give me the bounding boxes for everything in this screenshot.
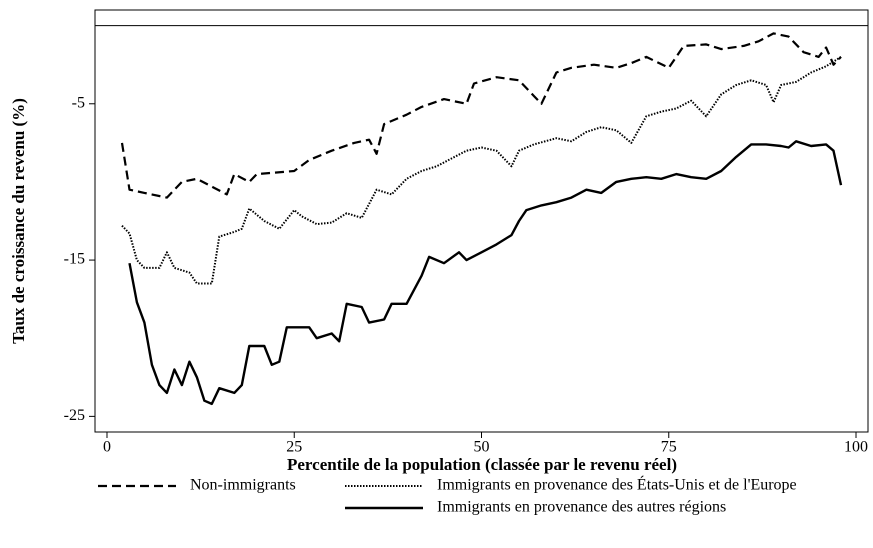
series-line <box>120 32 842 199</box>
plot-frame <box>94 9 869 433</box>
series-line <box>128 140 843 406</box>
x-axis-title: Percentile de la population (classée par… <box>287 455 677 474</box>
series-line <box>121 56 842 285</box>
legend-label: Non-immigrants <box>190 477 296 494</box>
y-axis-title: Taux de croissance du revenu (%) <box>9 98 28 344</box>
x-tick-label: 25 <box>286 439 302 456</box>
x-tick-label: 100 <box>844 439 868 456</box>
x-tick-label: 50 <box>474 439 490 456</box>
x-tick-label: 0 <box>103 439 111 456</box>
y-tick-label: -15 <box>64 251 85 268</box>
y-tick-label: -5 <box>72 94 85 111</box>
legend-label: Immigrants en provenance des États-Unis … <box>437 475 797 494</box>
y-tick-label: -25 <box>64 407 85 424</box>
legend-label: Immigrants en provenance des autres régi… <box>437 499 726 516</box>
x-tick-label: 75 <box>661 439 677 456</box>
